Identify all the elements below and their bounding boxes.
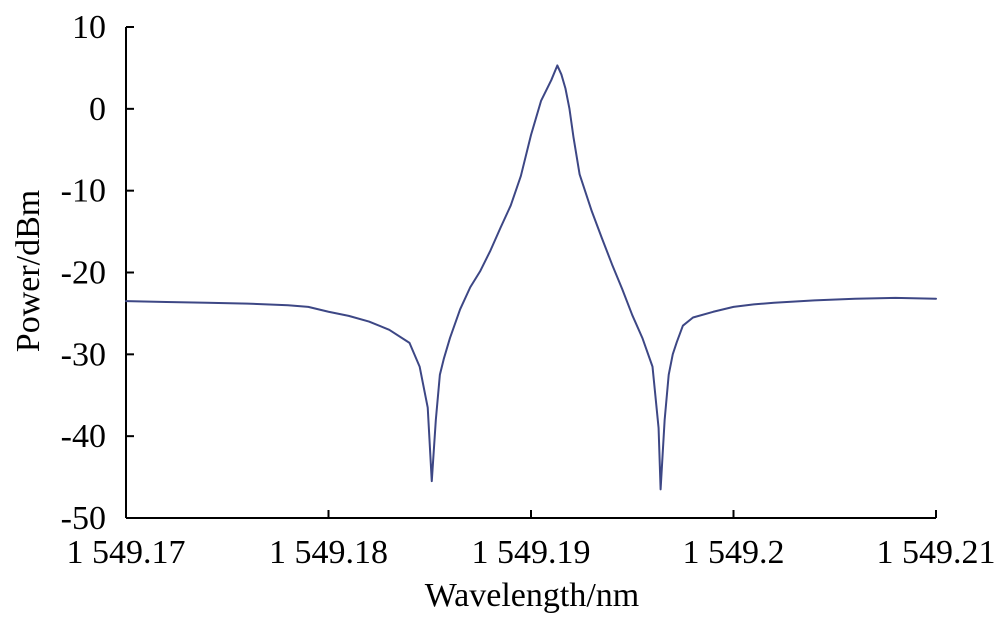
x-tick-label: 1 549.2 bbox=[683, 534, 785, 571]
axes bbox=[125, 27, 936, 519]
y-tick-label: -30 bbox=[61, 336, 106, 373]
plot-area bbox=[125, 64, 937, 491]
x-tick-label: 1 549.17 bbox=[67, 534, 186, 571]
y-tick-label: -40 bbox=[61, 418, 106, 455]
x-axis-title: Wavelength/nm bbox=[425, 577, 639, 614]
y-axis-title: Power/dBm bbox=[10, 190, 47, 352]
x-tick-label: 1 549.19 bbox=[472, 534, 591, 571]
y-tick-label: 10 bbox=[72, 9, 106, 46]
tick-labels: 10 0 -10 -20 -30 -40 -501 549.17 1 549.18 1 549.… bbox=[61, 9, 996, 571]
spectrum-line bbox=[125, 64, 937, 491]
y-tick-label: -10 bbox=[61, 173, 106, 210]
x-tick-label: 1 549.18 bbox=[269, 534, 388, 571]
x-tick-label: 1 549.21 bbox=[877, 534, 996, 571]
y-tick-label: 0 bbox=[89, 91, 106, 128]
y-tick-label: -20 bbox=[61, 255, 106, 292]
ticks bbox=[125, 26, 937, 519]
y-tick-label: -50 bbox=[61, 500, 106, 537]
